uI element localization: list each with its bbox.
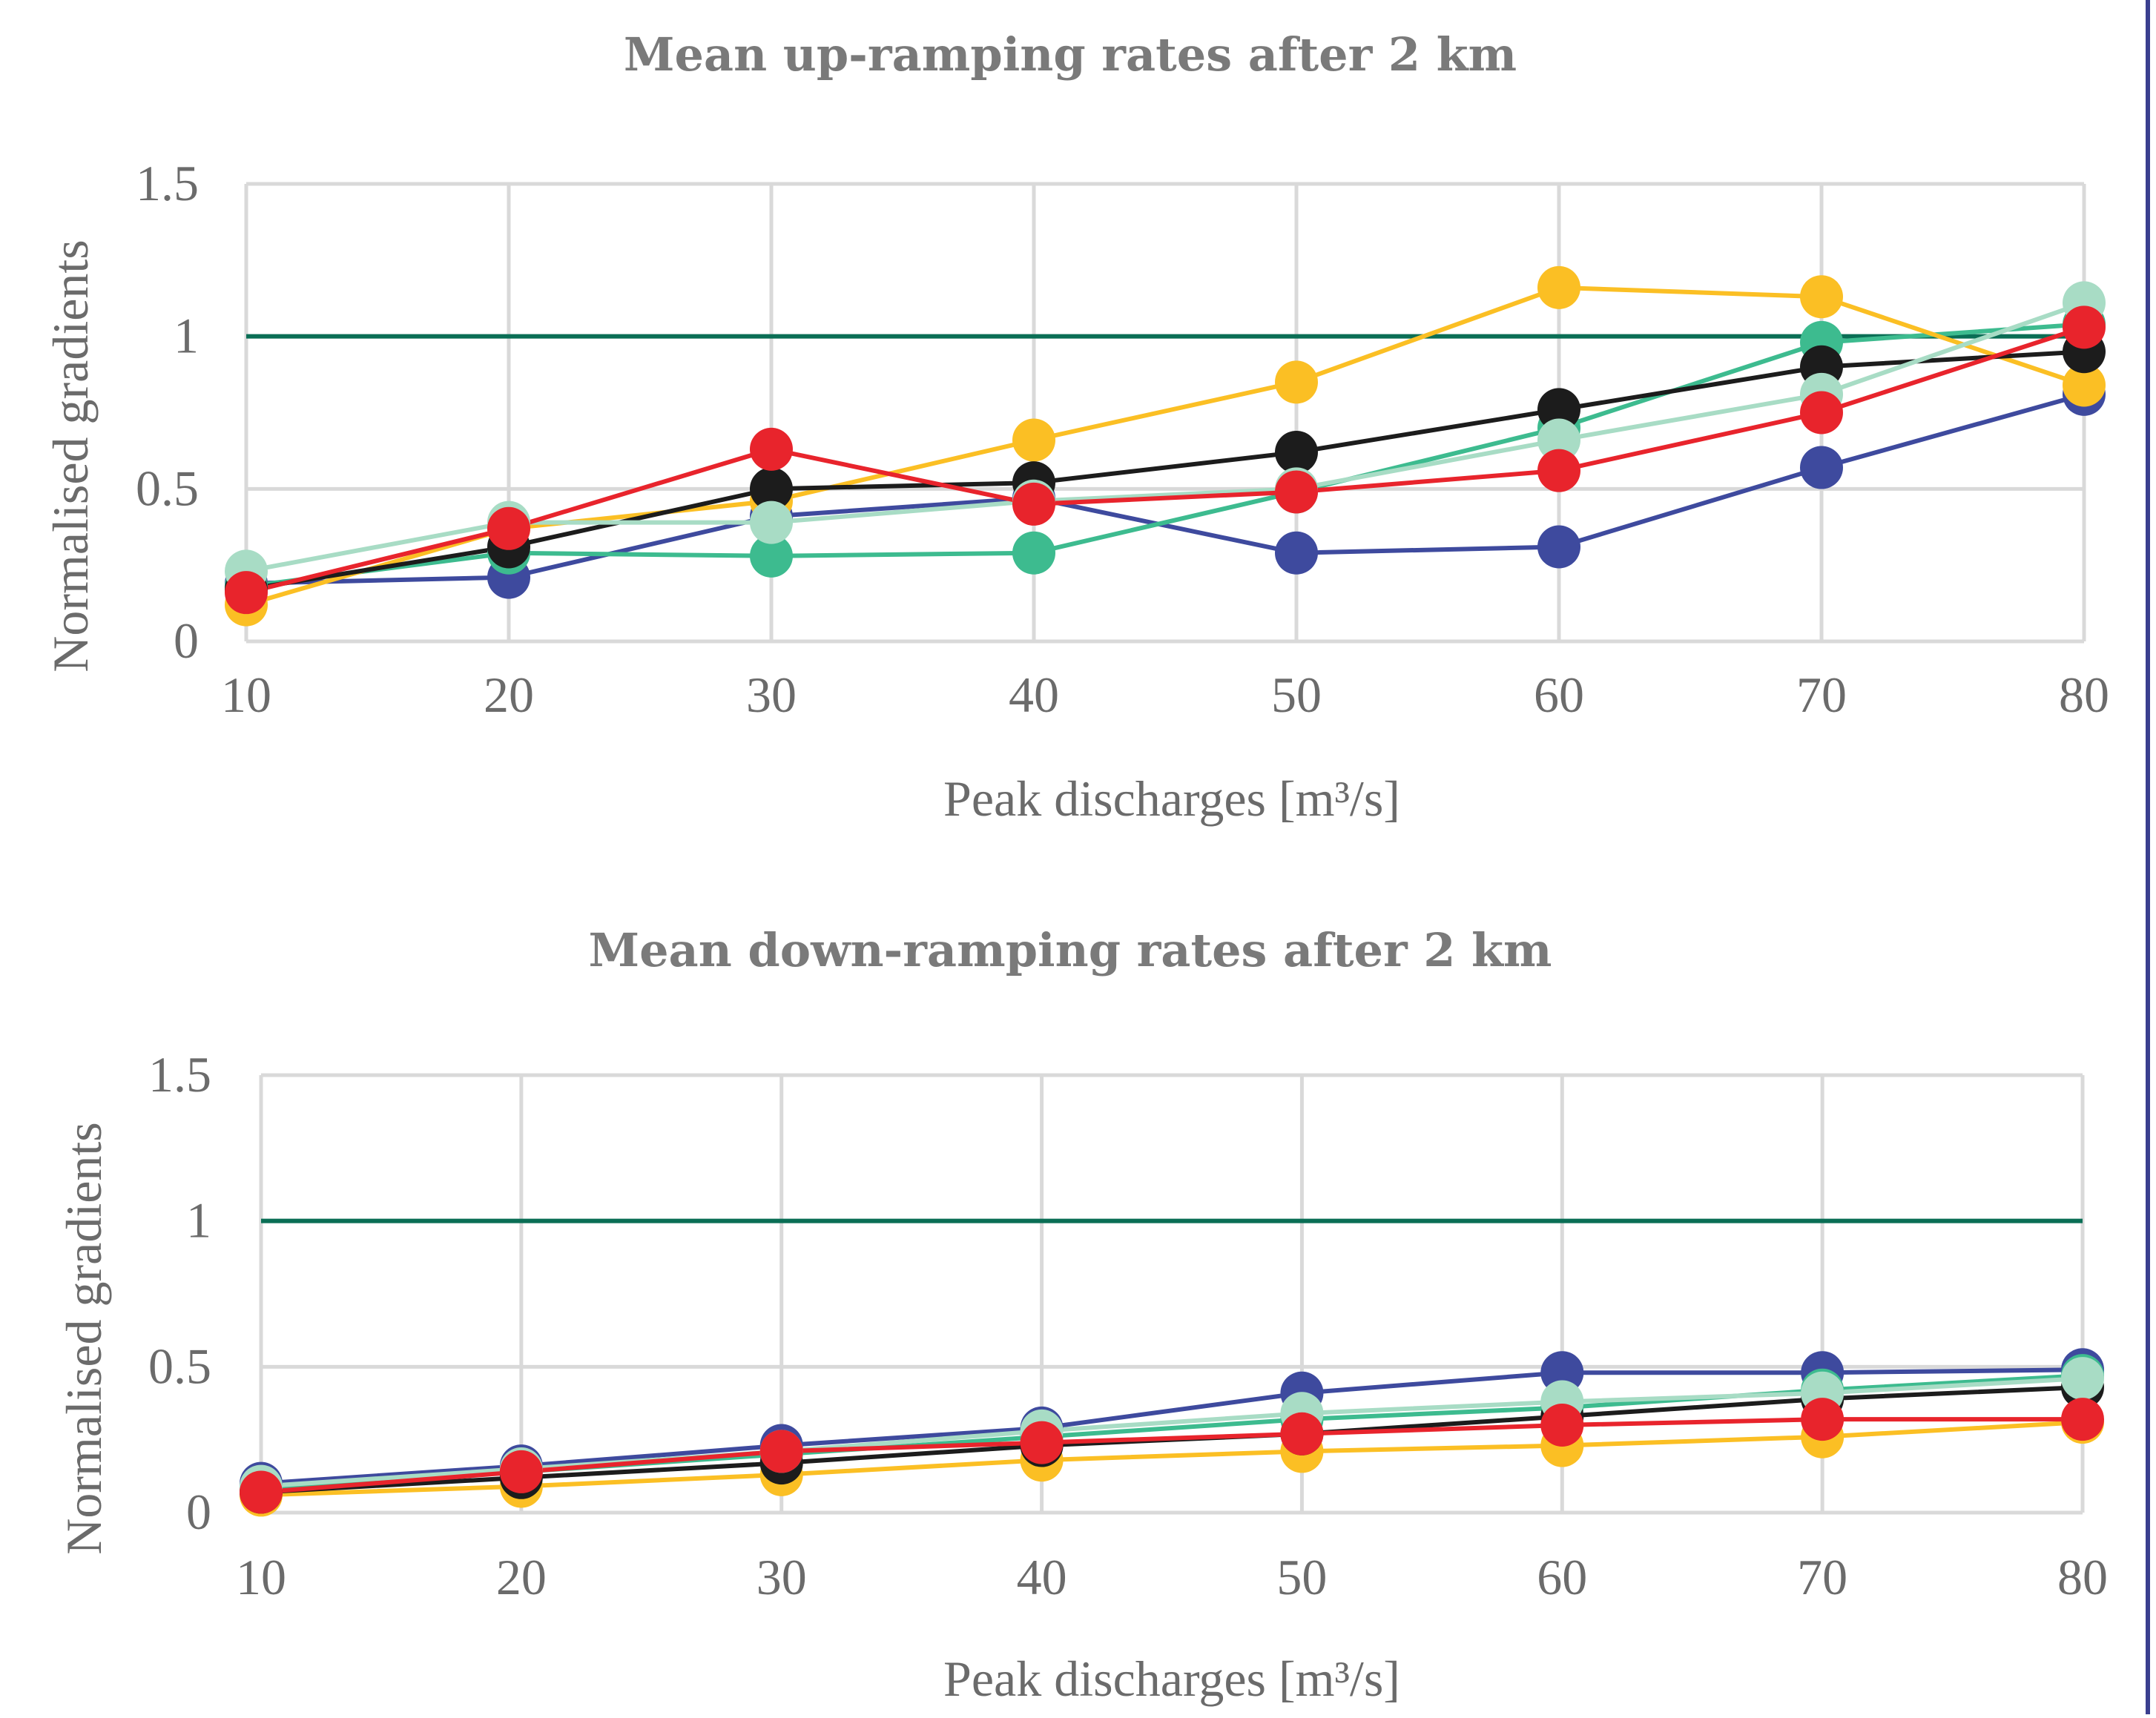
data-point	[1800, 446, 1843, 489]
data-point	[499, 1450, 543, 1493]
data-point	[1020, 1421, 1064, 1464]
x-tick-label: 50	[1276, 1549, 1327, 1605]
data-point	[1275, 430, 1318, 474]
data-point	[750, 534, 793, 578]
x-axis-label: Peak discharges [m³/s]	[943, 770, 1400, 827]
data-point	[1275, 470, 1318, 514]
data-point	[750, 500, 793, 544]
page-border	[2146, 0, 2150, 1714]
x-tick-label: 70	[1797, 1549, 1847, 1605]
x-tick-label: 60	[1537, 1549, 1587, 1605]
data-point	[225, 571, 268, 615]
series-line	[245, 325, 2085, 595]
series-line	[260, 1417, 2083, 1495]
plot-area: 0 0.5 1 1.5 10 20 30 40 50 60 70 80	[136, 155, 2109, 723]
data-point	[1537, 388, 1580, 432]
chart-down-ramping: Mean down-ramping rates after 2 km 0 0.5 1…	[56, 923, 2108, 1707]
x-tick-label: 20	[484, 667, 534, 723]
x-tick-label: 50	[1271, 667, 1322, 723]
y-tick-label: 0.5	[148, 1338, 211, 1394]
data-point	[2063, 305, 2106, 349]
y-tick-label: 1	[174, 308, 199, 364]
data-point	[1280, 1412, 1324, 1456]
data-point	[1800, 391, 1843, 435]
x-tick-label: 30	[746, 667, 797, 723]
x-tick-label: 30	[756, 1549, 807, 1605]
data-point	[240, 1470, 283, 1514]
data-point	[1801, 1398, 1845, 1441]
data-point	[2063, 363, 2106, 407]
data-point	[1275, 360, 1318, 404]
data-point	[750, 427, 793, 471]
y-tick-label: 1.5	[136, 155, 199, 211]
y-tick-label: 1	[186, 1192, 211, 1249]
series-line	[260, 1420, 2083, 1498]
x-tick-label: 10	[236, 1549, 286, 1605]
data-point	[487, 506, 530, 550]
x-tick-label: 60	[1534, 667, 1584, 723]
plot-area: 0 0.5 1 1.5 10 20 30 40 50 60 70 80	[148, 1046, 2108, 1605]
x-tick-label: 70	[1796, 667, 1847, 723]
data-point	[1537, 525, 1580, 569]
data-point	[750, 467, 793, 511]
x-tick-label: 20	[496, 1549, 547, 1605]
series-line	[245, 300, 2085, 574]
data-point	[1537, 265, 1580, 309]
data-point	[1012, 418, 1055, 462]
x-tick-label: 40	[1017, 1549, 1067, 1605]
y-tick-label: 0.5	[136, 460, 199, 516]
data-point	[759, 1430, 803, 1473]
data-point	[1275, 531, 1318, 575]
x-tick-label: 40	[1009, 667, 1059, 723]
chart-title: Mean up-ramping rates after 2 km	[624, 27, 1517, 82]
y-tick-label: 0	[186, 1484, 211, 1540]
series-line	[260, 1376, 2083, 1489]
data-point	[1800, 275, 1843, 319]
y-tick-label: 1.5	[148, 1046, 211, 1103]
x-tick-label: 80	[2059, 667, 2109, 723]
x-tick-label: 80	[2057, 1549, 2108, 1605]
chart-title: Mean down-ramping rates after 2 km	[588, 923, 1552, 977]
data-point	[2061, 1398, 2104, 1441]
x-tick-label: 10	[221, 667, 271, 723]
x-axis-label: Peak discharges [m³/s]	[943, 1651, 1400, 1707]
data-point	[2061, 1357, 2104, 1401]
series-line	[260, 1367, 2083, 1486]
data-point	[1012, 482, 1055, 526]
y-axis-label: Normalised gradients	[42, 239, 99, 673]
data-point	[1537, 418, 1580, 462]
y-axis-label: Normalised gradients	[56, 1122, 112, 1555]
data-point	[1012, 531, 1055, 575]
series-line	[245, 322, 2085, 589]
data-point	[1540, 1404, 1584, 1447]
chart-up-ramping: Mean up-ramping rates after 2 km 0 0.5 1 1.…	[42, 27, 2109, 827]
series-line	[245, 391, 2085, 586]
y-tick-label: 0	[174, 612, 199, 669]
series-line	[245, 349, 2085, 592]
data-point	[1537, 449, 1580, 492]
